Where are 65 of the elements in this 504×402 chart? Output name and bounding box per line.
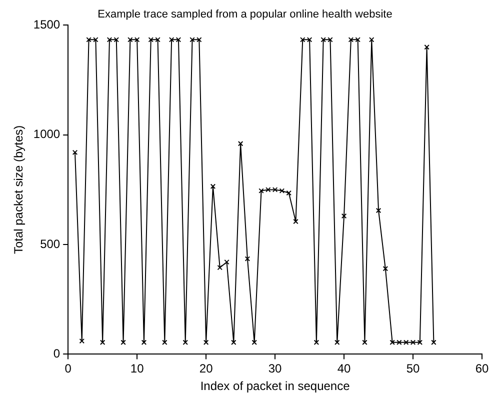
point (203, 340, 209, 345)
point (168, 37, 174, 42)
point (341, 213, 347, 219)
point (382, 266, 388, 272)
point (79, 338, 85, 344)
point (390, 340, 395, 345)
point (279, 188, 285, 194)
point (300, 37, 306, 42)
x-tick-label: 40 (337, 362, 352, 376)
point (293, 218, 298, 224)
x-tick-label: 20 (199, 362, 214, 376)
x-tick-label: 60 (475, 362, 489, 376)
point (272, 187, 278, 192)
point (417, 340, 423, 345)
point (266, 187, 271, 192)
y-axis-title: Total packet size (bytes) (12, 125, 26, 254)
point (348, 37, 354, 42)
point (176, 37, 182, 42)
point (355, 37, 360, 42)
point (148, 37, 154, 42)
point (376, 208, 382, 214)
chart-title: Example trace sampled from a popular online health website (98, 8, 392, 21)
point (328, 37, 333, 42)
x-tick-label: 50 (406, 362, 420, 376)
point (93, 37, 98, 42)
point (141, 340, 147, 345)
point (155, 37, 160, 42)
point (217, 264, 222, 270)
point (410, 340, 416, 345)
point (244, 256, 250, 262)
point (306, 37, 312, 42)
point (128, 37, 133, 42)
y-tick-label: 1500 (33, 18, 60, 32)
point (114, 37, 120, 42)
point (190, 37, 195, 42)
point (106, 37, 112, 42)
point (162, 340, 168, 345)
y-tick-label: 0 (53, 346, 60, 361)
point (100, 340, 106, 345)
point (334, 340, 340, 345)
x-axis-title: Index of packet in sequence (200, 379, 350, 394)
x-tick-label: 10 (130, 362, 144, 376)
point (320, 37, 326, 42)
point (362, 340, 368, 345)
point (252, 340, 257, 345)
point (224, 259, 230, 265)
point (120, 340, 126, 345)
point (286, 190, 292, 196)
x-tick-label: 30 (268, 362, 282, 376)
y-tick-label: 500 (40, 236, 60, 251)
y-tick-label: 1000 (33, 127, 60, 142)
point (258, 188, 264, 194)
x-tick-label: 0 (64, 362, 72, 376)
point (231, 340, 236, 345)
point (369, 37, 374, 42)
point (86, 37, 92, 42)
point (314, 340, 320, 345)
point (196, 37, 202, 42)
point (396, 340, 402, 345)
point (424, 44, 430, 50)
point (134, 37, 140, 42)
point (182, 340, 188, 345)
point (210, 184, 216, 190)
point (238, 141, 244, 146)
point (403, 340, 409, 345)
